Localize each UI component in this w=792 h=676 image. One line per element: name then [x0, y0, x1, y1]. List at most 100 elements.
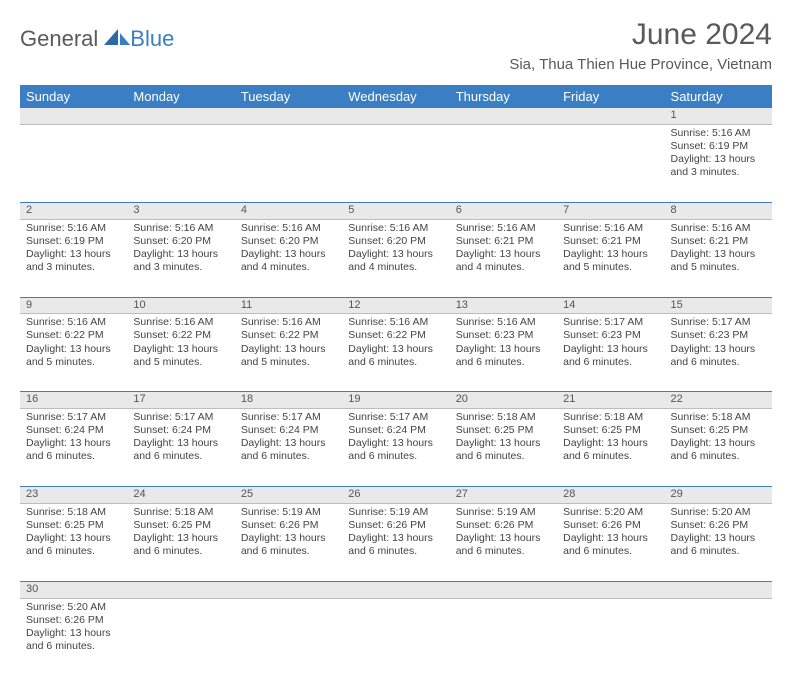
logo-sail-icon	[104, 27, 130, 52]
day-cell-inner: Sunrise: 5:19 AMSunset: 6:26 PMDaylight:…	[235, 504, 342, 563]
sunrise-line: Sunrise: 5:16 AM	[133, 222, 213, 234]
day-cell-inner: Sunrise: 5:18 AMSunset: 6:25 PMDaylight:…	[665, 409, 772, 468]
daylight-line: Daylight: 13 hours and 6 minutes.	[456, 532, 541, 557]
daylight-line: Daylight: 13 hours and 5 minutes.	[133, 343, 218, 368]
day-cell-inner: Sunrise: 5:19 AMSunset: 6:26 PMDaylight:…	[342, 504, 449, 563]
day-cell-inner: Sunrise: 5:20 AMSunset: 6:26 PMDaylight:…	[665, 504, 772, 563]
day-number: 12	[342, 297, 449, 314]
day-number	[557, 108, 664, 124]
day-number: 24	[127, 487, 234, 504]
day-number: 9	[20, 297, 127, 314]
daylight-line: Daylight: 13 hours and 5 minutes.	[241, 343, 326, 368]
logo-text-general: General	[20, 26, 98, 52]
day-cell: Sunrise: 5:16 AMSunset: 6:22 PMDaylight:…	[235, 314, 342, 392]
sunrise-line: Sunrise: 5:18 AM	[671, 411, 751, 423]
daylight-line: Daylight: 13 hours and 5 minutes.	[671, 248, 756, 273]
weekday-header: Tuesday	[235, 85, 342, 108]
week-row: Sunrise: 5:20 AMSunset: 6:26 PMDaylight:…	[20, 598, 772, 676]
day-number: 11	[235, 297, 342, 314]
daylight-line: Daylight: 13 hours and 6 minutes.	[26, 437, 111, 462]
day-cell: Sunrise: 5:16 AMSunset: 6:21 PMDaylight:…	[450, 219, 557, 297]
daylight-line: Daylight: 13 hours and 6 minutes.	[26, 627, 111, 652]
sunset-line: Sunset: 6:26 PM	[563, 519, 641, 531]
daylight-line: Daylight: 13 hours and 6 minutes.	[133, 437, 218, 462]
day-cell-inner: Sunrise: 5:16 AMSunset: 6:22 PMDaylight:…	[127, 314, 234, 373]
day-number: 23	[20, 487, 127, 504]
day-number	[450, 108, 557, 124]
title-block: June 2024 Sia, Thua Thien Hue Province, …	[509, 18, 772, 73]
sunset-line: Sunset: 6:21 PM	[456, 235, 534, 247]
day-cell-inner: Sunrise: 5:18 AMSunset: 6:25 PMDaylight:…	[450, 409, 557, 468]
day-number: 14	[557, 297, 664, 314]
day-number: 26	[342, 487, 449, 504]
day-cell: Sunrise: 5:20 AMSunset: 6:26 PMDaylight:…	[665, 503, 772, 581]
daylight-line: Daylight: 13 hours and 6 minutes.	[348, 437, 433, 462]
sunrise-line: Sunrise: 5:16 AM	[671, 222, 751, 234]
day-cell-inner: Sunrise: 5:16 AMSunset: 6:21 PMDaylight:…	[450, 220, 557, 279]
day-cell-inner: Sunrise: 5:17 AMSunset: 6:24 PMDaylight:…	[235, 409, 342, 468]
day-cell: Sunrise: 5:16 AMSunset: 6:23 PMDaylight:…	[450, 314, 557, 392]
day-cell: Sunrise: 5:17 AMSunset: 6:23 PMDaylight:…	[557, 314, 664, 392]
daylight-line: Daylight: 13 hours and 6 minutes.	[241, 437, 326, 462]
sunrise-line: Sunrise: 5:20 AM	[563, 506, 643, 518]
sunrise-line: Sunrise: 5:17 AM	[133, 411, 213, 423]
sunrise-line: Sunrise: 5:16 AM	[456, 222, 536, 234]
sunset-line: Sunset: 6:26 PM	[456, 519, 534, 531]
daylight-line: Daylight: 13 hours and 6 minutes.	[348, 532, 433, 557]
day-cell-inner: Sunrise: 5:16 AMSunset: 6:19 PMDaylight:…	[20, 220, 127, 279]
sunset-line: Sunset: 6:20 PM	[348, 235, 426, 247]
day-cell: Sunrise: 5:18 AMSunset: 6:25 PMDaylight:…	[127, 503, 234, 581]
daylight-line: Daylight: 13 hours and 6 minutes.	[563, 437, 648, 462]
sunset-line: Sunset: 6:25 PM	[456, 424, 534, 436]
daylight-line: Daylight: 13 hours and 3 minutes.	[671, 153, 756, 178]
day-cell: Sunrise: 5:20 AMSunset: 6:26 PMDaylight:…	[557, 503, 664, 581]
day-number: 10	[127, 297, 234, 314]
day-cell: Sunrise: 5:16 AMSunset: 6:19 PMDaylight:…	[665, 124, 772, 202]
day-cell-inner: Sunrise: 5:16 AMSunset: 6:20 PMDaylight:…	[127, 220, 234, 279]
day-cell	[557, 598, 664, 676]
day-cell-inner: Sunrise: 5:16 AMSunset: 6:22 PM Daylight:…	[342, 314, 449, 373]
day-cell-inner: Sunrise: 5:16 AMSunset: 6:21 PMDaylight:…	[665, 220, 772, 279]
sunrise-line: Sunrise: 5:18 AM	[563, 411, 643, 423]
day-cell-inner: Sunrise: 5:16 AMSunset: 6:20 PMDaylight:…	[235, 220, 342, 279]
weekday-header: Sunday	[20, 85, 127, 108]
daynum-row: 1	[20, 108, 772, 124]
weekday-header: Saturday	[665, 85, 772, 108]
sunset-line: Sunset: 6:21 PM	[563, 235, 641, 247]
daylight-line: Daylight: 13 hours and 6 minutes.	[456, 437, 541, 462]
daynum-row: 2345678	[20, 202, 772, 219]
daylight-line: Daylight: 13 hours and 6 minutes.	[348, 343, 433, 368]
day-cell	[450, 124, 557, 202]
location: Sia, Thua Thien Hue Province, Vietnam	[509, 56, 772, 73]
sunset-line: Sunset: 6:22 PM	[241, 329, 319, 341]
sunset-line: Sunset: 6:22 PM	[348, 329, 426, 341]
week-row: Sunrise: 5:16 AMSunset: 6:19 PMDaylight:…	[20, 124, 772, 202]
daylight-line: Daylight: 13 hours and 6 minutes.	[671, 532, 756, 557]
day-cell	[557, 124, 664, 202]
weekday-header: Friday	[557, 85, 664, 108]
day-cell-inner: Sunrise: 5:19 AMSunset: 6:26 PMDaylight:…	[450, 504, 557, 563]
weekday-header: Wednesday	[342, 85, 449, 108]
day-number: 18	[235, 392, 342, 409]
week-row: Sunrise: 5:16 AMSunset: 6:19 PMDaylight:…	[20, 219, 772, 297]
day-number	[450, 581, 557, 598]
sunrise-line: Sunrise: 5:17 AM	[671, 316, 751, 328]
daylight-line: Daylight: 13 hours and 6 minutes.	[671, 343, 756, 368]
daynum-row: 9101112131415	[20, 297, 772, 314]
sunrise-line: Sunrise: 5:17 AM	[26, 411, 106, 423]
sunset-line: Sunset: 6:26 PM	[26, 614, 104, 626]
day-cell	[127, 598, 234, 676]
logo: General Blue	[20, 26, 174, 52]
sunset-line: Sunset: 6:23 PM	[456, 329, 534, 341]
day-cell	[342, 598, 449, 676]
sunrise-line: Sunrise: 5:16 AM	[348, 316, 428, 328]
sunset-line: Sunset: 6:19 PM	[671, 140, 749, 152]
sunrise-line: Sunrise: 5:20 AM	[26, 601, 106, 613]
day-number: 27	[450, 487, 557, 504]
sunrise-line: Sunrise: 5:19 AM	[241, 506, 321, 518]
sunset-line: Sunset: 6:26 PM	[348, 519, 426, 531]
day-cell: Sunrise: 5:16 AMSunset: 6:19 PMDaylight:…	[20, 219, 127, 297]
sunset-line: Sunset: 6:26 PM	[241, 519, 319, 531]
sunset-line: Sunset: 6:26 PM	[671, 519, 749, 531]
day-cell	[342, 124, 449, 202]
